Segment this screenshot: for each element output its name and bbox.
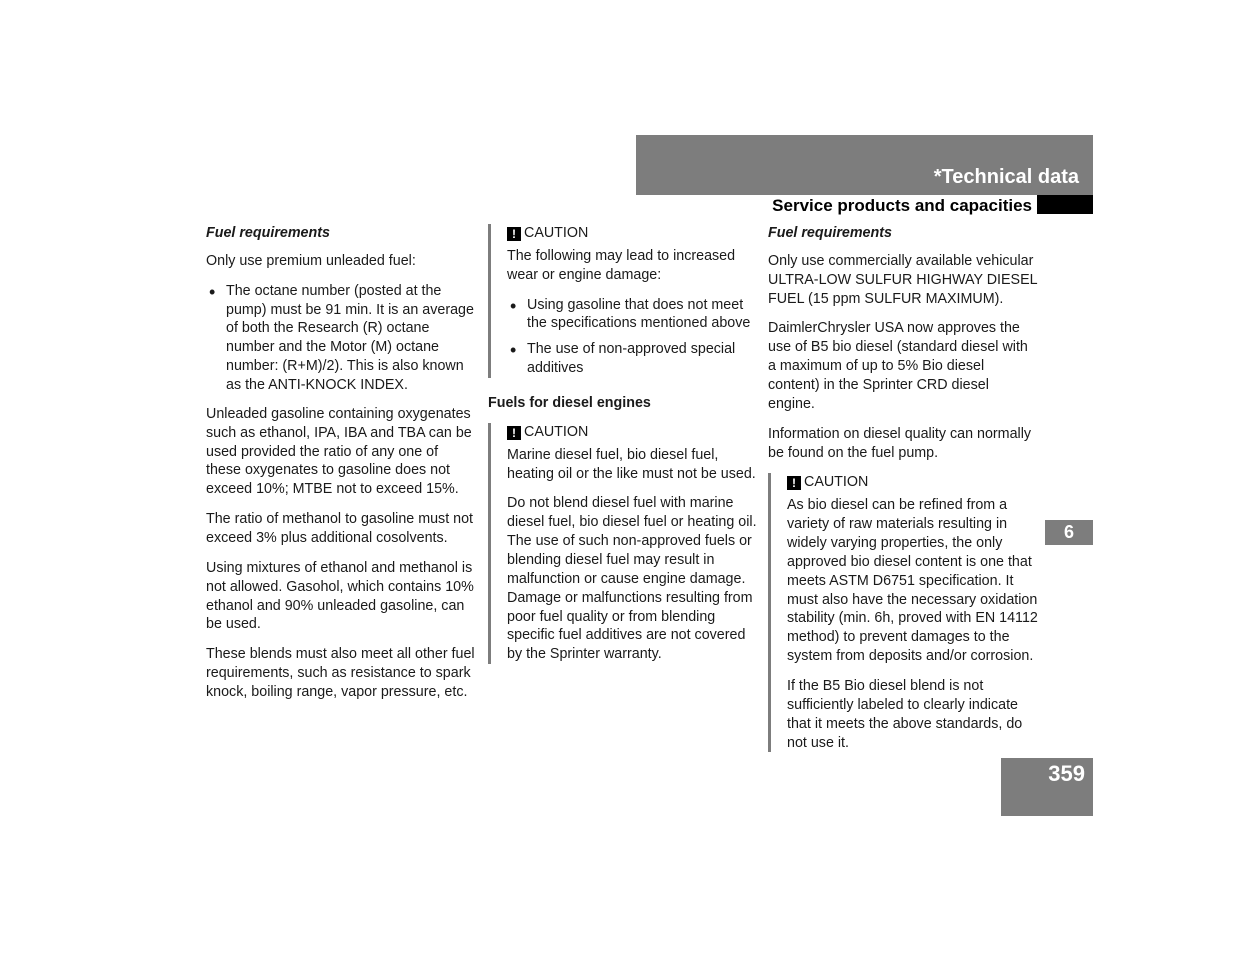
col1-p5: These blends must also meet all other fu… — [206, 645, 476, 702]
caution-icon: ! — [507, 227, 521, 241]
col1-p4: Using mixtures of ethanol and methanol i… — [206, 559, 476, 634]
col1-intro: Only use premium unleaded fuel: — [206, 252, 476, 271]
caution-block-2: !CAUTION Marine diesel fuel, bio diesel … — [488, 423, 758, 664]
col1-heading: Fuel requirements — [206, 224, 476, 243]
header-title: *Technical data — [934, 166, 1079, 189]
caution-block-3: !CAUTION As bio diesel can be refined fr… — [768, 473, 1038, 752]
caution-block-1: !CAUTION The following may lead to incre… — [488, 224, 758, 378]
caution-icon: ! — [507, 426, 521, 440]
caution-text: CAUTION — [804, 474, 868, 490]
caution3-p2: If the B5 Bio diesel blend is not suffic… — [787, 677, 1038, 752]
caution-label: !CAUTION — [507, 423, 758, 442]
caution-text: CAUTION — [524, 424, 588, 440]
caution-label: !CAUTION — [507, 224, 758, 243]
col1-p3: The ratio of methanol to gasoline must n… — [206, 510, 476, 548]
subheader-title: Service products and capacities — [636, 196, 1036, 216]
caution1-intro: The following may lead to increased wear… — [507, 247, 758, 285]
caution3-p1: As bio diesel can be refined from a vari… — [787, 496, 1038, 666]
caution-icon: ! — [787, 476, 801, 490]
col3-p3: Information on diesel quality can normal… — [768, 425, 1038, 463]
caution-label: !CAUTION — [787, 473, 1038, 492]
list-item: The octane number (posted at the pump) m… — [206, 282, 476, 395]
col2-heading: Fuels for diesel engines — [488, 394, 758, 413]
col1-p2: Unleaded gasoline containing oxygenates … — [206, 405, 476, 499]
col3-heading: Fuel requirements — [768, 224, 1038, 243]
column-2: !CAUTION The following may lead to incre… — [488, 224, 758, 675]
col1-bullet-list: The octane number (posted at the pump) m… — [206, 282, 476, 395]
caution-text: CAUTION — [524, 225, 588, 241]
caution2-p1: Marine diesel fuel, bio diesel fuel, hea… — [507, 446, 758, 484]
list-item: Using gasoline that does not meet the sp… — [507, 296, 758, 334]
column-3: Fuel requirements Only use commercially … — [768, 224, 1038, 763]
page-number-box: 359 — [1001, 758, 1093, 816]
caution1-bullets: Using gasoline that does not meet the sp… — [507, 296, 758, 378]
chapter-tab: 6 — [1045, 520, 1093, 545]
subheader-accent — [1037, 195, 1093, 214]
page: *Technical data Service products and cap… — [0, 0, 1235, 954]
header-bar: *Technical data — [636, 135, 1093, 195]
column-1: Fuel requirements Only use premium unlea… — [206, 224, 476, 713]
list-item: The use of non-approved special additive… — [507, 340, 758, 378]
page-number: 359 — [1048, 761, 1085, 787]
col3-p2: DaimlerChrysler USA now approves the use… — [768, 319, 1038, 413]
col3-p1: Only use commercially available vehicula… — [768, 252, 1038, 309]
caution2-p2: Do not blend diesel fuel with marine die… — [507, 494, 758, 664]
